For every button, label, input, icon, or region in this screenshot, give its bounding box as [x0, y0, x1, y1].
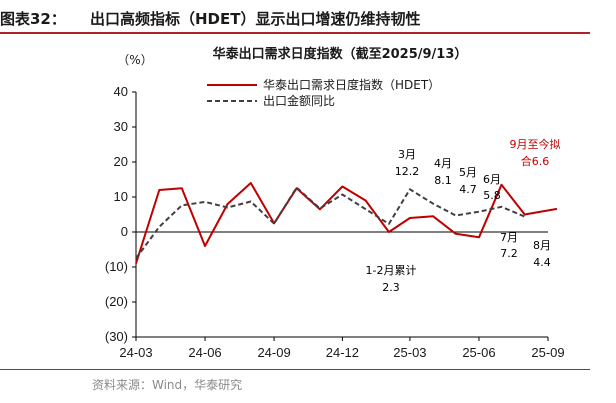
chart-title: 华泰出口需求日度指数（截至2025/9/13） [213, 46, 468, 62]
figure-label: 图表32： [0, 10, 66, 28]
annotation-label: 4.4 [533, 256, 551, 269]
y-tick-label: (30) [105, 329, 128, 344]
y-tick-label: (20) [105, 294, 128, 309]
legend-label-hdet: 华泰出口需求日度指数（HDET） [263, 77, 440, 92]
series-layer [135, 182, 558, 264]
annotation-label: 6月 [483, 173, 501, 186]
y-tick-label: 40 [114, 84, 128, 99]
series-line-hdet [135, 182, 558, 264]
x-tick-label: 25-03 [393, 345, 426, 360]
annotation-label: 1-2月累计 [366, 264, 417, 277]
top-rule [0, 32, 590, 34]
y-tick-label: 30 [114, 119, 128, 134]
annotation-label: 7月 [500, 231, 518, 244]
annotation-label: 8月 [533, 239, 551, 252]
annotation-label: 2.3 [382, 281, 400, 294]
annotation-label: 12.2 [395, 165, 420, 178]
bottom-rule [0, 369, 590, 370]
y-tick-label: 0 [121, 224, 128, 239]
y-tick-label: 20 [114, 154, 128, 169]
annotation-label: 3月 [398, 148, 416, 161]
annotation-label: 9月至今拟 [510, 137, 561, 151]
figure-header: 图表32： 出口高频指标（HDET）显示出口增速仍维持韧性 [0, 0, 616, 36]
annotation-label: 8.1 [434, 174, 452, 187]
x-tick-label: 24-09 [257, 345, 290, 360]
annotation-label: 5.8 [483, 189, 501, 202]
annotations: 3月 12.2 4月 8.1 5月 4.7 6月 5.8 7月 7.2 8月 4.4 1-2月累计 2.3… [366, 137, 561, 294]
axes: 40 30 20 10 0 (10) (20) (30)24-03 24-06 24-09 24-1… [105, 84, 565, 360]
legend-label-export: 出口金额同比 [263, 93, 335, 108]
x-tick-label: 25-09 [531, 345, 564, 360]
y-tick-label: (10) [105, 259, 128, 274]
annotation-label: 4.7 [459, 183, 477, 196]
annotation-label: 5月 [459, 166, 477, 179]
x-tick-label: 25-06 [462, 345, 495, 360]
x-tick-label: 24-12 [326, 345, 359, 360]
x-tick-label: 24-03 [119, 345, 152, 360]
source-note: 资料来源：Wind，华泰研究 [92, 378, 243, 392]
annotation-label: 7.2 [500, 247, 518, 260]
legend: 华泰出口需求日度指数（HDET） 出口金额同比 [207, 77, 440, 108]
annotation-label: 4月 [434, 157, 452, 170]
y-axis-unit: （%） [117, 53, 152, 67]
figure-title: 出口高频指标（HDET）显示出口增速仍维持韧性 [90, 10, 421, 28]
x-tick-label: 24-06 [188, 345, 221, 360]
annotation-label: 合6.6 [521, 154, 550, 168]
y-tick-label: 10 [114, 189, 128, 204]
